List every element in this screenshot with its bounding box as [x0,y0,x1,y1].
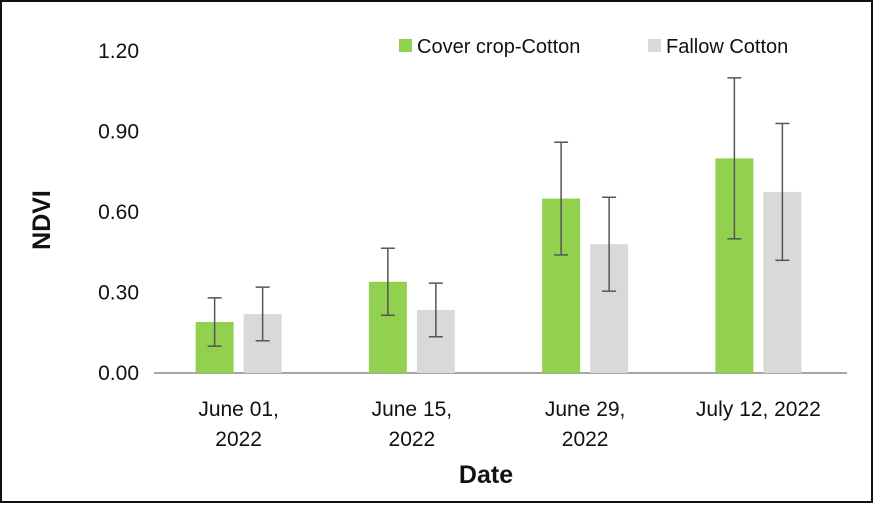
legend-label: Fallow Cotton [666,36,788,58]
legend-swatch [648,39,661,52]
y-tick-label: 0.00 [98,362,139,385]
x-tick-label: June 01, [198,398,279,421]
x-tick-label: July 12, 2022 [696,398,821,421]
y-tick-label: 0.90 [98,121,139,144]
x-axis-title: Date [459,461,513,489]
legend-swatch [399,39,412,52]
y-tick-label: 0.30 [98,282,139,305]
y-tick-label: 1.20 [98,40,139,63]
x-tick-label: June 29, [545,398,626,421]
x-tick-label: 2022 [389,428,436,451]
y-axis-title: NDVI [28,190,56,250]
x-tick-label: June 15, [372,398,453,421]
y-tick-label: 0.60 [98,201,139,224]
x-tick-label: 2022 [215,428,262,451]
x-tick-label: 2022 [562,428,609,451]
legend-label: Cover crop-Cotton [417,36,580,58]
